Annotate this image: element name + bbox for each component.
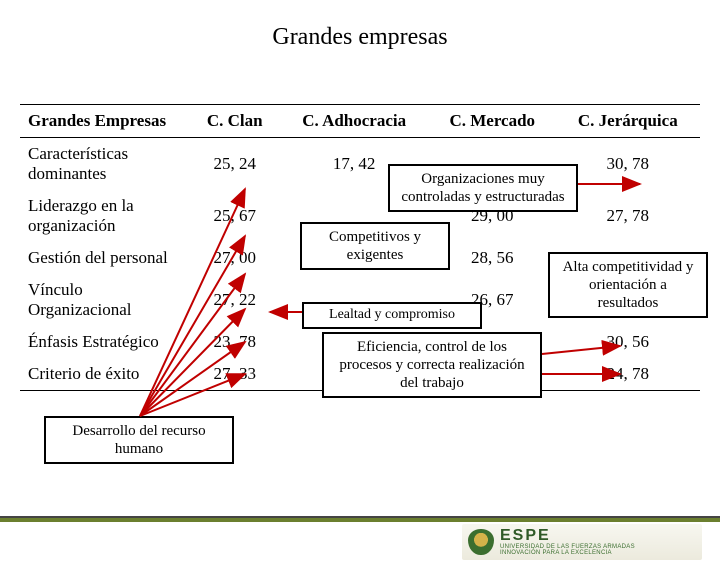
cell: 30, 56 [556, 326, 700, 358]
cell: 25, 67 [190, 190, 279, 242]
col-header-rowhead: Grandes Empresas [20, 105, 190, 138]
callout-organizaciones: Organizaciones muy controladas y estruct… [388, 164, 578, 212]
cell: 27, 33 [190, 358, 279, 391]
cell: 27, 22 [190, 274, 279, 326]
row-label: Criterio de éxito [20, 358, 190, 391]
table-row: Características dominantes 25, 24 17, 42… [20, 138, 700, 191]
footer-divider [0, 516, 720, 522]
col-header-adhocracia: C. Adhocracia [279, 105, 428, 138]
row-label: Características dominantes [20, 138, 190, 191]
callout-eficiencia: Eficiencia, control de los procesos y co… [322, 332, 542, 398]
logo-name: ESPE [500, 528, 635, 544]
espe-logo: ESPE UNIVERSIDAD DE LAS FUERZAS ARMADAS … [462, 524, 702, 560]
col-header-mercado: C. Mercado [429, 105, 556, 138]
col-header-jerarquica: C. Jerárquica [556, 105, 700, 138]
logo-sub2: INNOVACIÓN PARA LA EXCELENCIA [500, 550, 635, 556]
row-label: Vínculo Organizacional [20, 274, 190, 326]
callout-desarrollo: Desarrollo del recurso humano [44, 416, 234, 464]
callout-alta-competitividad: Alta competitividad y orientación a resu… [548, 252, 708, 318]
row-label: Gestión del personal [20, 242, 190, 274]
shield-icon [468, 529, 494, 555]
row-label: Énfasis Estratégico [20, 326, 190, 358]
callout-competitivos: Competitivos y exigentes [300, 222, 450, 270]
callout-lealtad: Lealtad y compromiso [302, 302, 482, 329]
row-label: Liderazgo en la organización [20, 190, 190, 242]
cell: 25, 24 [190, 138, 279, 191]
page-title: Grandes empresas [0, 24, 720, 51]
cell: 27, 00 [190, 242, 279, 274]
cell: 24, 78 [556, 358, 700, 391]
col-header-clan: C. Clan [190, 105, 279, 138]
cell: 23, 78 [190, 326, 279, 358]
